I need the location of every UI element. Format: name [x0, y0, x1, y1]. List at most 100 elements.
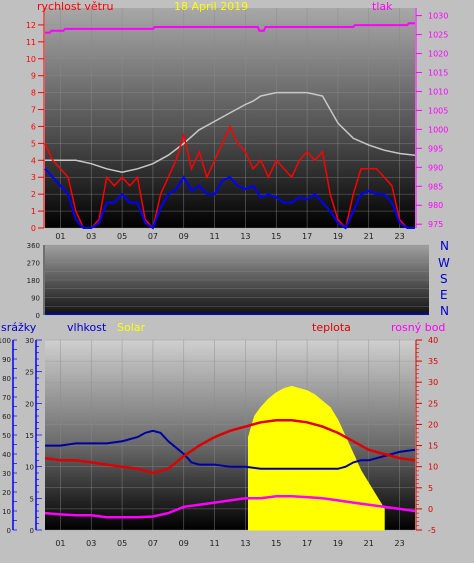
wind-plot-area [45, 8, 415, 228]
rain-y-tick-label: 60 [2, 413, 11, 421]
rain-y-tick-label: 10 [2, 508, 11, 516]
direction-label-n-top: N [440, 239, 449, 253]
temperature-title: teplota [312, 321, 351, 334]
humidity-y-tick-label: 25 [25, 369, 34, 377]
temperature-y-tick-label: 10 [428, 463, 438, 472]
pressure-y-tick-label: 975 [428, 220, 443, 229]
weather-x-tick-label: 13 [240, 539, 250, 548]
direction-label-w: W [438, 256, 450, 270]
temperature-y-tick-label: 15 [428, 442, 438, 451]
rain-y-tick-label: 70 [2, 394, 11, 402]
temperature-y-tick-label: 0 [428, 505, 433, 514]
pressure-y-tick-label: 1010 [428, 87, 448, 96]
wind-y-tick-label: 7 [31, 106, 36, 115]
grey-line [45, 91, 416, 173]
temperature-y-tick-label: -5 [428, 526, 436, 535]
weather-x-tick-label: 11 [209, 539, 219, 548]
wind-x-tick-label: 15 [271, 232, 281, 241]
temperature-y-tick-label: 30 [428, 378, 438, 387]
wind-x-tick-label: 21 [364, 232, 374, 241]
temperature-y-tick-label: 5 [428, 484, 433, 493]
humidity-line [45, 429, 416, 470]
wind-x-tick-label: 07 [148, 232, 158, 241]
direction-y-tick-label: 90 [31, 295, 40, 303]
weather-x-tick-label: 21 [364, 539, 374, 548]
weather-x-tick-label: 23 [394, 539, 404, 548]
wind-y-tick-label: 10 [26, 55, 36, 64]
wind-y-tick-label: 6 [31, 122, 36, 131]
wind-x-tick-label: 05 [117, 232, 127, 241]
pressure-line [45, 22, 415, 34]
humidity-title: vlhkost [67, 321, 107, 334]
pressure-y-tick-label: 1030 [428, 12, 448, 21]
temperature-line [44, 418, 416, 475]
humidity-y-tick-label: 0 [30, 527, 34, 535]
temperature-y-tick-label: 40 [428, 336, 438, 345]
weather-x-tick-label: 05 [117, 539, 127, 548]
wind-x-tick-label: 13 [240, 232, 250, 241]
rain-y-tick-label: 100 [0, 337, 11, 345]
wind-x-tick-label: 03 [86, 232, 96, 241]
rain-y-tick-label: 30 [2, 470, 11, 478]
wind-x-tick-label: 09 [179, 232, 189, 241]
wind-y-tick-label: 1 [31, 207, 36, 216]
pressure-y-tick-label: 1025 [428, 31, 448, 40]
wind-x-tick-label: 19 [333, 232, 343, 241]
humidity-y-tick-label: 5 [30, 495, 34, 503]
weather-x-tick-label: 03 [86, 539, 96, 548]
rain-title: srážky [1, 321, 37, 334]
wind-y-tick-label: 0 [31, 224, 36, 233]
pressure-y-tick-label: 1020 [428, 50, 448, 59]
direction-y-tick-label: 270 [27, 260, 40, 268]
rain-y-tick-label: 0 [7, 527, 11, 535]
rain-y-tick-label: 80 [2, 375, 11, 383]
rain-y-tick-label: 40 [2, 451, 11, 459]
wind-speed-line [44, 124, 415, 230]
humidity-y-tick-label: 20 [25, 400, 34, 408]
rain-y-tick-label: 90 [2, 356, 11, 364]
date-label: 18 April 2019 [174, 0, 248, 13]
titles: rychlost větru 18 April 2019 tlak N W S … [1, 0, 450, 334]
direction-y-tick-label: 0 [36, 312, 40, 320]
wind-title: rychlost větru [37, 0, 113, 13]
marks [44, 22, 429, 531]
humidity-y-tick-label: 15 [25, 432, 34, 440]
direction-y-tick-label: 360 [27, 242, 40, 250]
wind-x-tick-label: 01 [55, 232, 65, 241]
weather-x-tick-label: 07 [148, 539, 158, 548]
wind-y-tick-label: 3 [31, 173, 36, 182]
wind-y-tick-label: 11 [26, 38, 36, 47]
humidity-y-tick-label: 10 [25, 464, 34, 472]
weather-x-tick-label: 17 [302, 539, 312, 548]
pressure-y-tick-label: 1005 [428, 106, 448, 115]
wind-y-tick-label: 12 [26, 21, 36, 30]
wind-x-tick-label: 23 [394, 232, 404, 241]
weather-x-tick-label: 09 [179, 539, 189, 548]
pressure-y-tick-label: 990 [428, 163, 443, 172]
wind-y-tick-label: 9 [31, 72, 36, 81]
temperature-y-tick-label: 35 [428, 357, 438, 366]
rain-y-tick-label: 50 [2, 432, 11, 440]
solar-area [248, 385, 385, 531]
pressure-y-tick-label: 995 [428, 144, 443, 153]
pressure-y-tick-label: 1000 [428, 125, 448, 134]
wind-x-tick-label: 17 [302, 232, 312, 241]
pressure-y-tick-label: 980 [428, 201, 443, 210]
dewpoint-title: rosný bod [391, 321, 445, 334]
wind-y-tick-label: 5 [31, 139, 36, 148]
temperature-y-tick-label: 25 [428, 399, 438, 408]
rain-y-tick-label: 20 [2, 489, 11, 497]
direction-label-n-bottom: N [440, 304, 449, 318]
dewpoint-line [44, 494, 416, 519]
weather-x-tick-label: 15 [271, 539, 281, 548]
humidity-y-tick-label: 30 [25, 337, 34, 345]
pressure-y-tick-label: 985 [428, 182, 443, 191]
direction-label-s: S [440, 272, 448, 286]
wind-y-tick-label: 2 [31, 190, 36, 199]
temperature-y-tick-label: 20 [428, 420, 438, 429]
wind-x-tick-label: 11 [209, 232, 219, 241]
weather-x-tick-label: 01 [55, 539, 65, 548]
